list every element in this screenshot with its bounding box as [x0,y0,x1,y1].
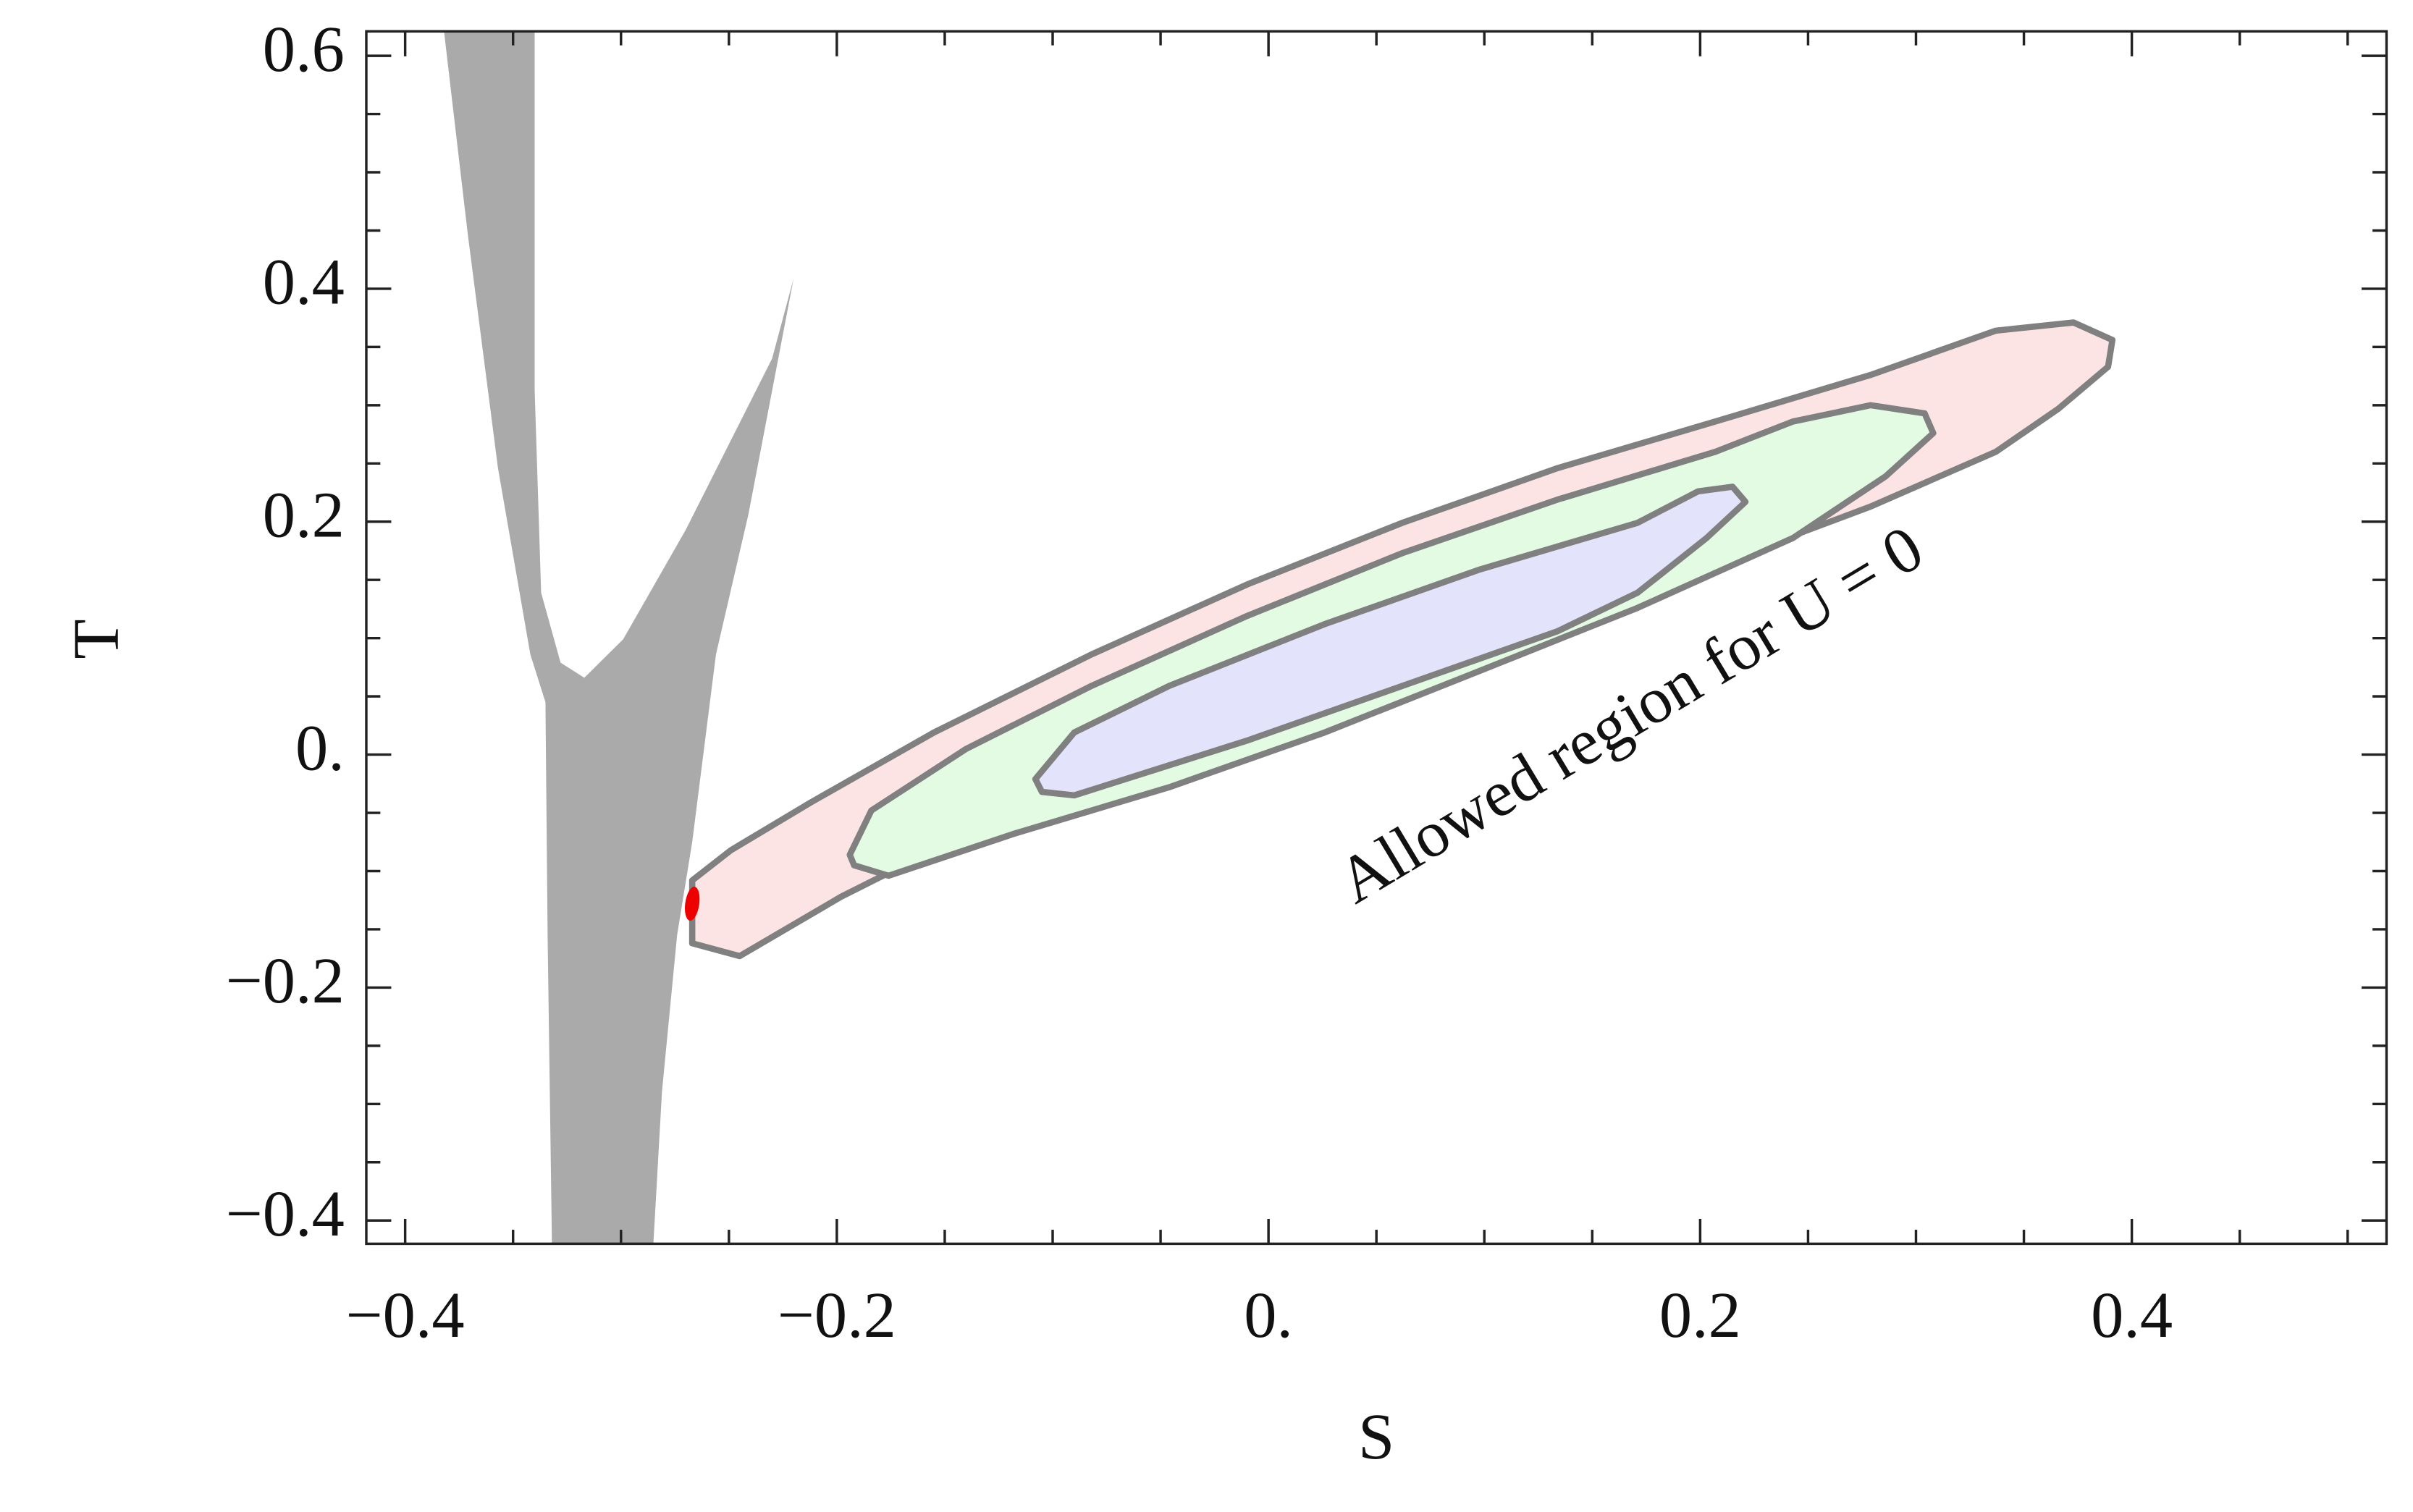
y-tick-label: −0.4 [226,1177,345,1250]
x-tick-label: 0. [1244,1278,1293,1351]
y-tick-label: 0.2 [263,478,345,552]
x-axis-label: S [1358,1400,1394,1473]
y-tick-label: 0.6 [263,12,345,85]
region [1032,483,1749,799]
x-tick-label: 0.2 [1659,1278,1741,1351]
point [684,887,700,921]
plot-area [444,31,2116,1244]
x-tick-label: −0.2 [778,1278,896,1351]
y-axis-label: T [59,619,132,659]
y-tick-label: 0. [295,711,345,784]
x-tick-label: 0.4 [2091,1278,2173,1351]
x-tick-label: −0.4 [346,1278,465,1351]
region [444,31,794,1244]
y-tick-label: −0.2 [226,944,345,1017]
y-tick-label: 0.4 [263,245,345,318]
